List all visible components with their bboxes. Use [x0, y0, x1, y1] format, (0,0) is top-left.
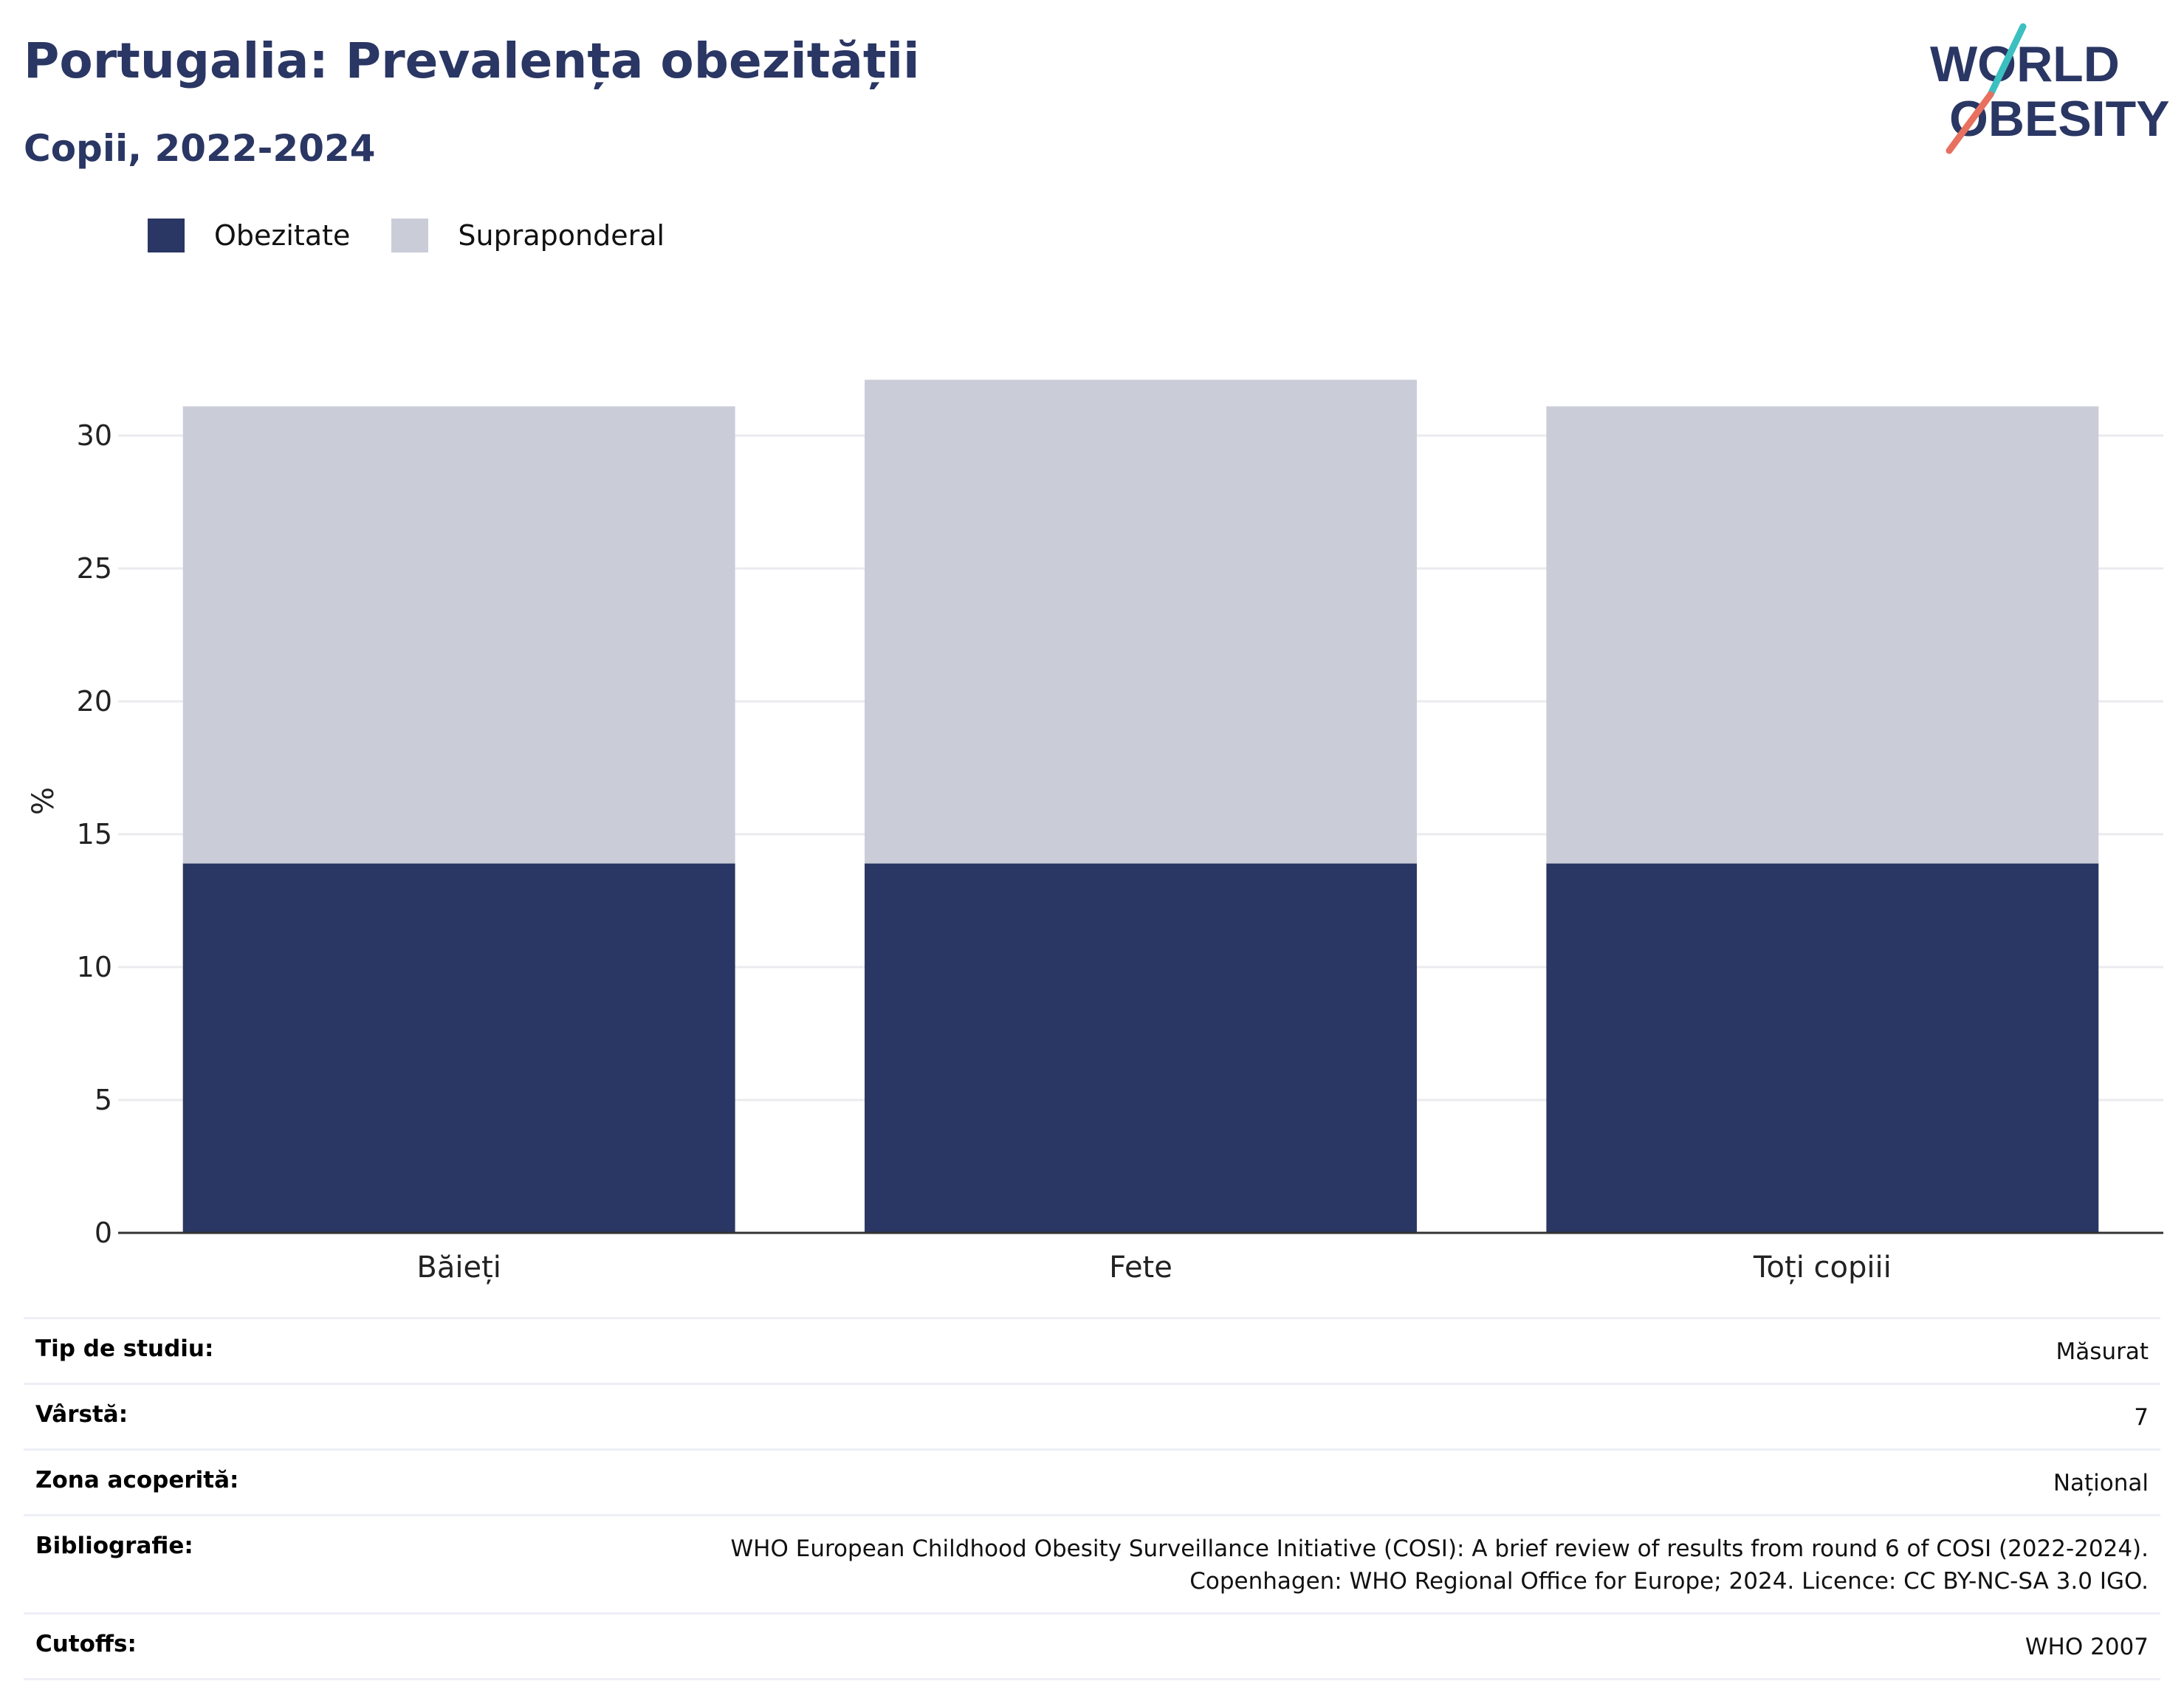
y-tick-label: 25	[77, 552, 112, 585]
logo-slash-teal	[1987, 23, 2027, 98]
meta-value: WHO European Childhood Obesity Surveilla…	[731, 1533, 2149, 1598]
bibliography-line-2: Copenhagen: WHO Regional Office for Euro…	[1189, 1568, 2149, 1595]
bibliography-line-1: WHO European Childhood Obesity Surveilla…	[730, 1536, 2149, 1562]
meta-row-study-type: Tip de studiu: Măsurat	[24, 1317, 2160, 1383]
y-axis-label: %	[27, 787, 61, 815]
meta-key: Bibliografie:	[35, 1533, 193, 1559]
meta-row-cutoffs: Cutoffs: WHO 2007	[24, 1612, 2160, 1680]
meta-value: 7	[2134, 1404, 2149, 1431]
x-tick-label: Băieți	[416, 1251, 501, 1285]
bar-overweight	[182, 406, 735, 864]
x-tick-label: Toți copiii	[1753, 1251, 1892, 1285]
chart-title: Portugalia: Prevalența obezității	[24, 32, 920, 89]
meta-key: Zona acoperită:	[35, 1467, 239, 1493]
bar-obesity	[1546, 863, 2099, 1233]
bar-overweight	[1546, 406, 2099, 864]
meta-row-coverage: Zona acoperită: Național	[24, 1448, 2160, 1514]
y-tick-label: 30	[77, 419, 112, 452]
legend-label-overweight: Supraponderal	[458, 219, 665, 252]
y-tick-label: 10	[77, 951, 112, 983]
logo-line1: WORLD	[1930, 36, 2120, 92]
legend-swatch-overweight	[391, 219, 429, 252]
meta-row-age: Vârstă: 7	[24, 1383, 2160, 1448]
meta-row-bibliography: Bibliografie: WHO European Childhood Obe…	[24, 1514, 2160, 1612]
bar-obesity	[182, 863, 735, 1233]
chart-subtitle: Copii, 2022-2024	[24, 127, 376, 170]
bar-overweight	[865, 379, 1417, 864]
y-tick-label: 0	[95, 1217, 112, 1249]
y-tick-label: 5	[95, 1084, 112, 1116]
x-tick-label: Fete	[1109, 1251, 1172, 1285]
y-tick-label: 15	[77, 818, 112, 850]
legend-label-obesity: Obezitate	[214, 219, 351, 252]
legend: Obezitate Supraponderal	[148, 219, 706, 252]
meta-key: Cutoffs:	[35, 1631, 137, 1657]
legend-item-overweight[interactable]: Supraponderal	[391, 219, 665, 252]
legend-item-obesity[interactable]: Obezitate	[148, 219, 350, 252]
logo-slash-coral	[1946, 91, 1994, 154]
y-tick-label: 20	[77, 685, 112, 718]
world-obesity-logo: WORLD OBESITY	[1930, 23, 2170, 154]
legend-swatch-obesity	[148, 219, 185, 252]
meta-value: WHO 2007	[2025, 1634, 2149, 1660]
bar-obesity	[865, 863, 1417, 1233]
meta-value: Măsurat	[2056, 1338, 2149, 1365]
meta-key: Tip de studiu:	[35, 1335, 214, 1362]
meta-key: Vârstă:	[35, 1401, 128, 1428]
meta-value: Național	[2053, 1470, 2149, 1496]
metadata-table: Tip de studiu: Măsurat Vârstă: 7 Zona ac…	[24, 1317, 2160, 1680]
logo-line2: OBESITY	[1949, 91, 2170, 147]
stacked-bar-chart: 0 5 10 15 20 25 30% Băieți Fete Toți copiii	[27, 379, 2163, 1285]
